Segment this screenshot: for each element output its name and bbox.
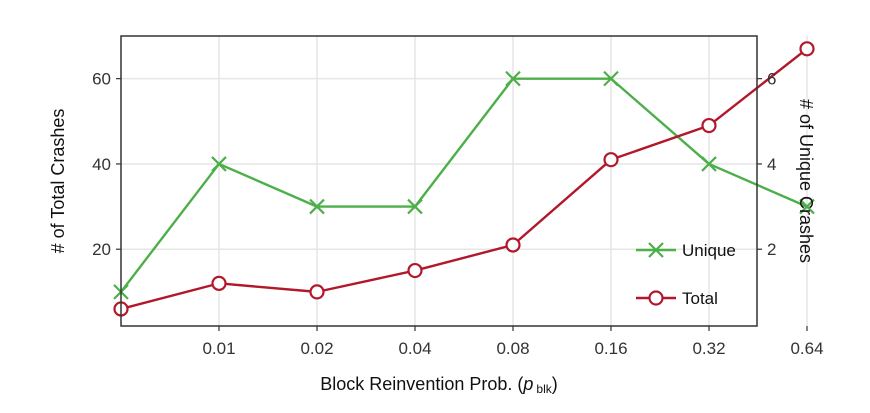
x-axis-title-symbol: p <box>522 374 533 394</box>
y-right-axis-title: # of Unique Crashes <box>796 99 816 263</box>
x-axis-title-suffix: ) <box>552 374 558 394</box>
data-point-unique <box>799 198 815 215</box>
legend-swatch-marker <box>648 242 664 258</box>
legend-item-total: Total <box>636 289 718 308</box>
y-right-axis-ticks: 2 4 6 <box>757 70 776 259</box>
data-point-unique <box>211 156 227 172</box>
x-tick-label: 0.01 <box>202 339 235 358</box>
data-point-total <box>799 41 815 57</box>
series-unique <box>113 70 815 300</box>
x-axis-title-text: Block Reinvention Prob. ( <box>320 374 523 394</box>
plot-frame <box>120 35 758 327</box>
data-point-unique <box>701 156 717 172</box>
y-left-tick-label: 40 <box>92 155 111 174</box>
x-axis-ticks: 0.01 0.02 0.04 0.08 0.16 0.32 0.64 <box>202 326 824 358</box>
x-tick-label: 0.32 <box>692 339 725 358</box>
x-tick-label: 0.64 <box>790 339 823 358</box>
legend-label: Unique <box>682 241 736 260</box>
data-point-total <box>309 284 325 300</box>
legend-item-unique: Unique <box>636 241 736 260</box>
data-point-unique <box>505 70 521 87</box>
series-line-unique <box>120 77 808 293</box>
y-left-axis-title: # of Total Crashes <box>48 109 68 254</box>
data-point-total <box>701 117 717 134</box>
data-point-total <box>407 262 423 279</box>
y-right-tick-label: 6 <box>767 70 776 89</box>
data-point-total <box>505 237 521 253</box>
data-point-total <box>211 275 227 291</box>
x-axis-title-subscript: blk <box>536 382 552 396</box>
legend-swatch-marker <box>648 290 664 306</box>
series-total <box>113 41 815 317</box>
y-left-tick-label: 60 <box>92 70 111 89</box>
y-right-tick-label: 4 <box>767 155 776 174</box>
data-point-unique <box>603 70 619 87</box>
data-point-unique <box>407 198 423 215</box>
legend: Unique Total <box>636 241 736 308</box>
x-tick-label: 0.08 <box>496 339 529 358</box>
y-left-axis-ticks: 20 40 60 <box>92 70 121 259</box>
data-point-unique <box>309 198 325 215</box>
grid <box>121 36 808 326</box>
series-line-total <box>120 47 808 311</box>
y-left-tick-label: 20 <box>92 240 111 259</box>
x-tick-label: 0.04 <box>398 339 431 358</box>
y-right-tick-label: 2 <box>767 240 776 259</box>
x-axis-title: Block Reinvention Prob. (p blk) <box>320 374 557 396</box>
x-tick-label: 0.16 <box>594 339 627 358</box>
data-point-total <box>603 152 619 168</box>
x-tick-label: 0.02 <box>300 339 333 358</box>
series-lines <box>113 41 815 317</box>
legend-label: Total <box>682 289 718 308</box>
plot-background <box>121 36 757 326</box>
